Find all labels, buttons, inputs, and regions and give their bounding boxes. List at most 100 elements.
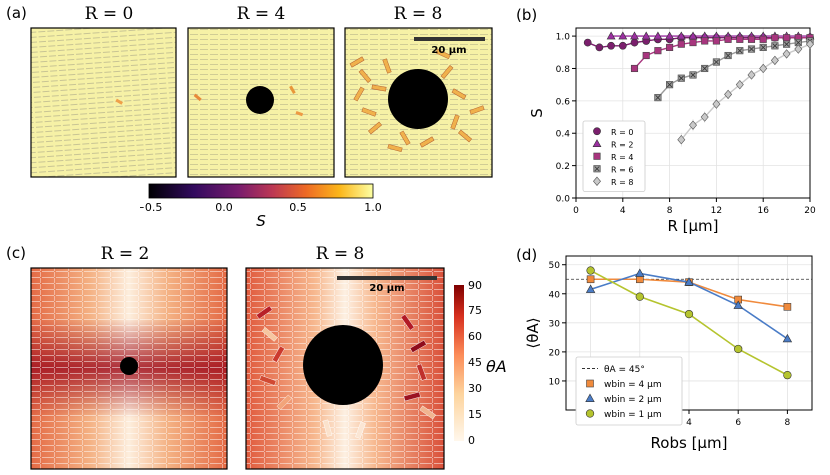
chart-b-series-2-point-7: [712, 37, 720, 45]
chart-b-xtick-label-3: 12: [711, 206, 722, 216]
chart-b-legend-marker-4: [593, 176, 601, 186]
chart-b-series-1-point-2: [630, 31, 639, 40]
chart-b-xtick-label-4: 16: [757, 206, 769, 216]
chart-b-series-4-point-2: [700, 112, 709, 122]
chart-b-legend: R = 0 R = 2 R = 4 R = 6 R = 8: [582, 120, 646, 192]
chart-d-xtick-label-2: 4: [686, 418, 692, 428]
scalebar-a-label: 20 µm: [431, 45, 466, 56]
chart-d-ytick-label-1: 20: [549, 348, 561, 358]
panel-a-image-r4: [187, 27, 335, 178]
chart-b-series-2-point-3: [666, 43, 674, 51]
chart-b-xlabel: R [µm]: [667, 217, 718, 235]
chart-b-series-3-point-8-cross: [748, 46, 755, 52]
chart-b-legend-marker-3-cross: [594, 166, 600, 172]
chart-b-series-2-point-2: [654, 47, 662, 55]
chart-b-series-4-point-7: [759, 63, 768, 74]
chart-b-series-4: [677, 39, 814, 147]
chart-b-series-2-point-10: [747, 35, 756, 43]
chart-b-series-2-point-12: [771, 34, 779, 42]
chart-d-legend-marker-2: [585, 409, 595, 418]
chart-b-series-4-point-3: [712, 99, 721, 109]
chart-d-xlabel: Robs [µm]: [651, 434, 728, 452]
chart-b-ytick-label-5: 1.0: [556, 33, 571, 43]
chart-d-series-2-point-2: [684, 309, 694, 319]
chart-b-series-3-point-3-cross: [690, 72, 696, 78]
chart-d-ytick-label-4: 50: [549, 261, 561, 271]
chart-d-series-1-point-2: [684, 277, 694, 286]
chart-d-series-2-point-1: [635, 292, 644, 301]
chart-b-series-3-point-1-cross: [667, 82, 673, 88]
chart-d: 024681020304050Robs [µm]⟨θA⟩θA = 45°wbin…: [524, 255, 813, 452]
chart-b-series-2-point-4: [677, 40, 685, 48]
chart-b-series-3-point-10-cross: [772, 43, 778, 49]
chart-b-series-4-point-1: [689, 120, 697, 130]
chart-b-legend-marker-1: [592, 139, 602, 147]
chart-d-legend-label-1: wbin = 2 µm: [604, 395, 662, 405]
chart-d-legend-marker-0: [586, 379, 594, 388]
panel-c-title-r2: R = 2: [100, 244, 150, 264]
chart-b-series-3-point-9-cross: [760, 44, 766, 50]
chart-b-ylabel: S: [528, 108, 546, 118]
chart-b-series-2-point-1: [642, 51, 650, 60]
chart-b-ytick-label-3: 0.6: [556, 97, 571, 107]
chart-d-xtick-label-3: 6: [735, 418, 741, 428]
chart-b-series-0-point-4: [630, 38, 639, 47]
chart-b-frame: [575, 27, 811, 199]
chart-d-series-2-point-4: [783, 370, 792, 380]
chart-b-xtick-label-2: 8: [667, 206, 673, 216]
panel-c-image-r8: [245, 267, 445, 470]
chart-b-series-1-point-7: [688, 31, 698, 40]
panel-label-d: (d): [516, 246, 538, 264]
colorbar-a-tick-2: 0.5: [289, 201, 307, 214]
panel-a-title-r8: R = 8: [393, 4, 443, 24]
chart-b-legend-box: [582, 120, 646, 192]
colorbar-c-label: θA: [486, 357, 507, 376]
chart-b-legend-label-3: R = 6: [611, 165, 633, 174]
chart-d-xtick-label-4: 8: [785, 418, 791, 428]
chart-b-series-1-point-5: [665, 31, 675, 40]
chart-b-legend-marker-2: [593, 152, 601, 160]
chart-b: 0 4 8 12 16 200.00.20.40.60.81.0R [µm]SR = 0R…: [528, 27, 816, 235]
chart-d-legend-label-2: wbin = 1 µm: [604, 410, 662, 420]
chart-b-series-2-point-8: [724, 35, 732, 43]
chart-b-series-1-point-0: [606, 31, 616, 40]
panel-label-b: (b): [516, 6, 538, 24]
chart-b-series-1-point-4: [653, 31, 663, 40]
chart-b-xtick-label-0: 0: [573, 206, 579, 216]
panel-c-images: 20 µm: [30, 267, 445, 470]
chart-b-xtick-label-5: 20: [804, 206, 816, 216]
panel-a-title-r4: R = 4: [236, 4, 286, 24]
chart-b-series-1-point-6: [676, 31, 686, 40]
obstacle-circle-large: [388, 69, 448, 129]
panel-a-image-r8: [344, 27, 493, 178]
panel-c-colorbar: 0 15 30 45 60 75 90 θA: [454, 280, 507, 447]
chart-d-legend-ref-label: θA = 45°: [604, 365, 645, 375]
chart-b-ytick-label-1: 0.2: [556, 162, 570, 172]
chart-b-ytick-label-4: 0.8: [556, 65, 571, 75]
panel-a-images: 20 µm: [30, 27, 493, 178]
chart-d-series-2-point-0: [586, 266, 595, 275]
chart-d-legend-box: [575, 356, 683, 426]
chart-b-legend-label-1: R = 2: [611, 140, 633, 149]
colorbar-c-tick-4: 60: [468, 330, 482, 343]
chart-d-series-2-point-3: [734, 344, 743, 354]
chart-b-ytick-label-2: 0.4: [556, 130, 571, 140]
chart-d-legend-label-0: wbin = 4 µm: [604, 380, 662, 390]
chart-b-series-0-point-3: [618, 41, 627, 50]
chart-b-legend-label-0: R = 0: [611, 128, 633, 137]
chart-d-ytick-label-2: 30: [549, 319, 561, 329]
obstacle-circle-c-small: [120, 357, 138, 375]
chart-b-series-3-point-6-cross: [725, 52, 731, 59]
chart-b-legend-marker-0: [593, 127, 601, 136]
chart-b-series-3-point-7-cross: [737, 48, 743, 54]
colorbar-c-tick-1: 15: [468, 408, 482, 421]
panel-c-title-r8: R = 8: [315, 244, 365, 264]
chart-b-xtick-label-1: 4: [620, 206, 626, 216]
chart-d-series-1: [585, 268, 793, 343]
panel-a-title-r0: R = 0: [84, 4, 134, 24]
chart-b-series-3-point-2-cross: [678, 75, 684, 81]
chart-b-series-4-point-0: [677, 135, 686, 145]
chart-b-series-2-point-6: [701, 37, 709, 45]
chart-b-series-3-point-5-cross: [713, 59, 719, 65]
chart-b-series-2-point-5: [689, 39, 697, 47]
